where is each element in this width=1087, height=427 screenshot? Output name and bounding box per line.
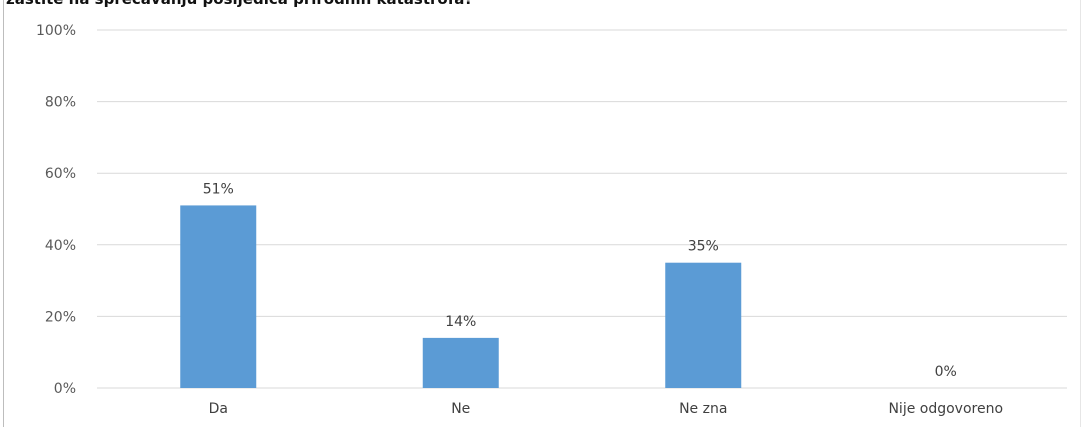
x-tick-label: Nije odgovoreno bbox=[888, 401, 1003, 417]
bar bbox=[180, 205, 257, 388]
y-tick-label: 20% bbox=[45, 309, 76, 325]
x-tick-label: Ne bbox=[451, 401, 470, 417]
y-tick-label: 40% bbox=[45, 238, 76, 254]
data-label: 35% bbox=[688, 239, 719, 255]
y-tick-label: 80% bbox=[45, 95, 76, 111]
y-tick-label: 60% bbox=[45, 166, 76, 182]
x-tick-label: Da bbox=[209, 401, 228, 417]
data-label: 51% bbox=[203, 181, 234, 197]
x-tick-label: Ne zna bbox=[679, 401, 727, 417]
y-tick-label: 100% bbox=[36, 23, 76, 39]
left-border-line bbox=[3, 0, 4, 427]
bar bbox=[422, 337, 499, 388]
data-label: 14% bbox=[445, 314, 476, 330]
right-border-line bbox=[1080, 0, 1081, 427]
data-label: 0% bbox=[935, 364, 957, 380]
bar bbox=[665, 262, 742, 388]
chart-title: zaštite na sprečavanju posljedica prirod… bbox=[6, 0, 473, 9]
y-tick-label: 0% bbox=[54, 381, 76, 397]
chart-title-strip: zaštite na sprečavanju posljedica prirod… bbox=[0, 0, 1087, 11]
